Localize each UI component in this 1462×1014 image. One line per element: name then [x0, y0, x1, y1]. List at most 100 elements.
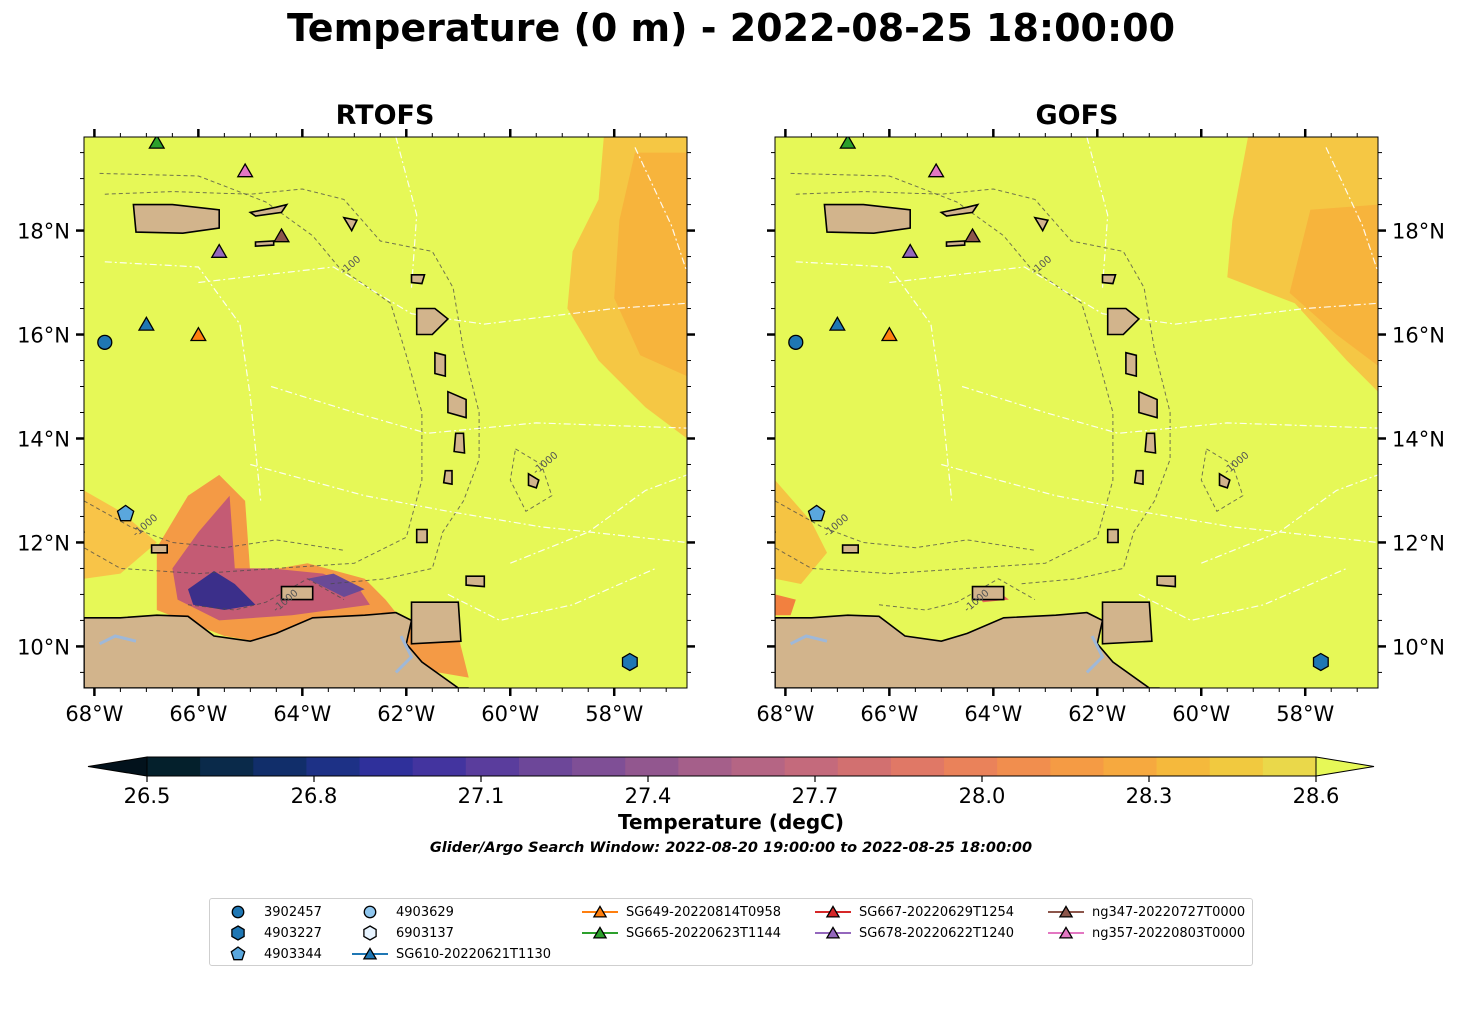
legend-item-SG667-20220629T1254: SG667-20220629T1254: [813, 902, 1014, 922]
legend-marker-icon: [363, 925, 377, 941]
island-martinique: [447, 390, 467, 419]
legend-item-SG649-20220814T0958: SG649-20220814T0958: [580, 902, 781, 922]
x-tick-label: 58°W: [585, 702, 643, 726]
island-dominica: [1125, 351, 1138, 378]
marker-SG610-20220621T1130: [828, 315, 846, 331]
colorbar-tick-label: 28.6: [1293, 784, 1340, 808]
colorbar-segment: [412, 757, 467, 776]
map-panel-gofs: -100-1000-1000-1000 68°W 66°W 64°W 62°W 60°W 5…: [756, 129, 1445, 726]
x-tick-label: 62°W: [377, 702, 435, 726]
marker-SG678-20220622T1240: [901, 243, 919, 258]
island-bonaire: [84, 531, 85, 535]
eez-boundary: [1138, 567, 1348, 622]
legend-marker-icon: [582, 905, 618, 918]
bathymetry-contour: [104, 188, 480, 585]
legend-item-3902457: 3902457: [218, 902, 322, 922]
eez-boundary: [510, 474, 687, 564]
colorbar-label: Temperature (degC): [618, 810, 844, 834]
figure-title: Temperature (0 m) - 2022-08-25 18:00:00: [286, 6, 1176, 50]
bathymetry-contour: [509, 448, 553, 513]
warm-sst-core: [1289, 204, 1378, 366]
colorbar-extend-low: [87, 756, 148, 777]
legend-label: SG667-20220629T1254: [859, 904, 1015, 920]
legend-marker-icon: [231, 925, 245, 941]
legend-item-ng357-20220803T0000: ng357-20220803T0000: [1046, 923, 1245, 943]
legend-item-SG610-20220621T1130: SG610-20220621T1130: [350, 944, 551, 964]
legend-symbol: [592, 926, 608, 939]
legend-marker-icon: [1048, 905, 1084, 918]
colorbar-segment: [306, 757, 361, 776]
island-margarita: [280, 585, 314, 601]
colorbar-segment: [837, 757, 892, 776]
bathymetry-contour: [775, 172, 1114, 575]
legend-symbol: [362, 947, 378, 960]
legend-marker-icon: [352, 947, 388, 960]
marker-3902457: [97, 334, 113, 350]
island-st-vincent: [1133, 469, 1144, 486]
island-guadeloupe: [1106, 307, 1141, 336]
legend-marker-icon: [582, 926, 618, 939]
marker-ng347-20220727T0000: [964, 227, 982, 243]
colorbar-segment: [518, 757, 573, 776]
colorbar-tick-label: 26.5: [124, 784, 171, 808]
marker-4903344: [807, 504, 826, 522]
warm-sst-sw: [775, 480, 827, 584]
legend-item-SG678-20220622T1240: SG678-20220622T1240: [813, 923, 1014, 943]
island-tobago: [465, 575, 486, 588]
island-trinidad: [1101, 601, 1153, 645]
colorbar-segment: [200, 757, 254, 776]
legend-label: SG665-20220623T1144: [626, 925, 782, 941]
island-virgin-islands: [248, 203, 289, 217]
legend-label: 4903227: [264, 925, 322, 941]
y-tick-label: 16°N: [1392, 324, 1445, 348]
y-tick-label: 18°N: [1392, 220, 1445, 244]
river: [394, 635, 414, 674]
legend-marker-icon: [815, 926, 851, 939]
legend-item-4903344: 4903344: [218, 944, 322, 964]
y-tick-label: 16°N: [17, 324, 70, 348]
legend-label: SG678-20220622T1240: [859, 925, 1015, 941]
island-martinique: [1138, 390, 1158, 419]
x-tick-label: 64°W: [273, 702, 331, 726]
river: [1085, 635, 1105, 674]
colorbar-segment: [678, 757, 732, 776]
island-los-roques: [150, 544, 168, 554]
legend: 3902457 4903227 4903344 4903629 6903137 SG610…: [209, 898, 1253, 966]
marker-SG610-20220621T1130: [137, 315, 155, 331]
island-puerto-rico: [823, 203, 911, 235]
colorbar-segment: [253, 757, 307, 776]
colorbar-tick-label: 26.8: [291, 784, 338, 808]
eez-boundary: [1201, 474, 1378, 564]
island-st-lucia: [453, 432, 466, 454]
colorbar-segment: [1103, 757, 1158, 776]
marker-ng357-20220803T0000: [927, 162, 945, 178]
eez-boundary: [1086, 137, 1109, 288]
bathymetry-contour: [878, 578, 1036, 611]
bathymetry-contour: [775, 500, 1035, 551]
river: [789, 634, 828, 646]
x-tick-label: 60°W: [481, 702, 539, 726]
y-tick-label: 10°N: [1392, 635, 1445, 659]
legend-symbol: [230, 946, 246, 961]
colorbar-frame: [146, 756, 1317, 777]
legend-symbol: [592, 905, 608, 918]
search-window-note: Glider/Argo Search Window: 2022-08-20 19…: [429, 840, 1033, 856]
y-tick-label: 12°N: [1392, 531, 1445, 555]
legend-marker-icon: [231, 905, 245, 919]
island-st-vincent: [442, 469, 453, 486]
eez-boundary: [395, 137, 418, 288]
island-barbados: [1218, 472, 1231, 489]
island-tobago: [1156, 575, 1177, 588]
island-grenada: [415, 528, 428, 544]
legend-marker-icon: [363, 905, 377, 919]
marker-4903227: [621, 652, 638, 672]
legend-label: 6903137: [396, 925, 454, 941]
legend-label: SG610-20220621T1130: [396, 946, 552, 962]
legend-label: 4903344: [264, 946, 322, 962]
y-tick-label: 10°N: [17, 635, 70, 659]
legend-label: 4903629: [396, 904, 454, 920]
map-clip-rtofs: -100-1000-1000-1000: [84, 137, 687, 688]
marker-SG649-20220814T0958: [189, 326, 207, 342]
marker-SG665-20220623T1144: [148, 137, 166, 149]
island-st-croix: [945, 240, 966, 248]
